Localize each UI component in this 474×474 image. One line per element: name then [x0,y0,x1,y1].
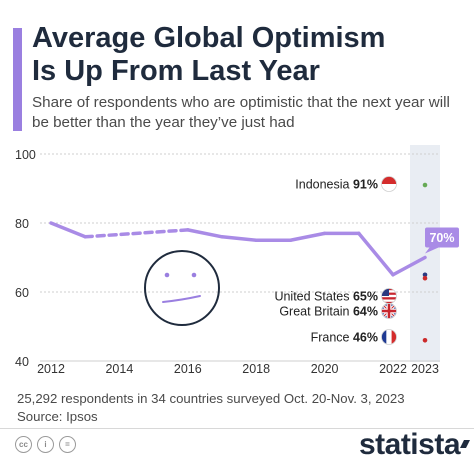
grid-lines [40,153,440,362]
x-tick-label: 2022 [379,362,407,376]
country-label: United States 65% [274,290,378,304]
source-note: Source: Ipsos [17,409,98,424]
x-tick-label: 2023 [411,362,439,376]
series-line-segment [288,231,327,242]
page-subtitle: Share of respondents who are optimistic … [32,94,450,131]
uk-flag [381,303,397,319]
title-accent-bar [13,28,22,131]
country-value-dot [422,182,428,188]
country-value-dot [422,338,428,343]
series-line-segment [83,228,190,239]
country-annotations: Indonesia 91% United States 65%Great Brit… [274,176,428,345]
callout-2023: 70% [425,227,459,254]
cc-icon[interactable]: cc [15,436,32,453]
y-tick-label: 100 [15,148,36,162]
callout-label: 70% [429,231,454,245]
country-value-dot [422,275,428,281]
y-axis-ticks: 40 60 80 100 [15,148,36,369]
france-flag [381,329,397,345]
series-line-segment [220,235,258,242]
info-icon[interactable]: i [37,436,54,453]
footer-note: 25,292 respondents in 34 countries surve… [17,390,405,426]
survey-note: 25,292 respondents in 34 countries surve… [17,391,405,406]
footer-divider [0,428,474,429]
country-label: Great Britain 64% [279,305,378,319]
x-tick-label: 2016 [174,362,202,376]
y-tick-label: 60 [15,286,29,300]
country-label: Indonesia 91% [295,178,378,192]
x-tick-label: 2018 [242,362,270,376]
series-line-segment [391,255,427,277]
series-line-segment [186,228,224,239]
license-icons: cc i = [15,436,76,453]
x-axis-ticks: 2012 2014 2016 2018 2020 2022 2023 [37,362,439,376]
series-line-segment [357,231,395,277]
country-label: France 46% [311,331,378,345]
line-chart: 40 60 80 100 2012 2014 2016 2018 2020 2022 2023 7… [15,145,459,376]
us-flag [381,288,397,304]
y-tick-label: 80 [15,217,29,231]
callout-box [425,227,459,248]
x-tick-label: 2020 [311,362,339,376]
statista-logo-mark-icon [460,440,470,448]
equals-icon[interactable]: = [59,436,76,453]
statista-logo[interactable]: statista [358,428,461,461]
indonesia-flag [381,176,397,192]
x-tick-label: 2014 [105,362,133,376]
page-title: Average Global Optimism Is Up From Last … [32,22,386,87]
series-layer [49,221,427,277]
y-tick-label: 40 [15,355,29,369]
country-value-dot [422,272,428,278]
x-tick-label: 2012 [37,362,65,376]
series-line-segment [49,221,87,239]
smiley-face-icon [144,250,220,326]
